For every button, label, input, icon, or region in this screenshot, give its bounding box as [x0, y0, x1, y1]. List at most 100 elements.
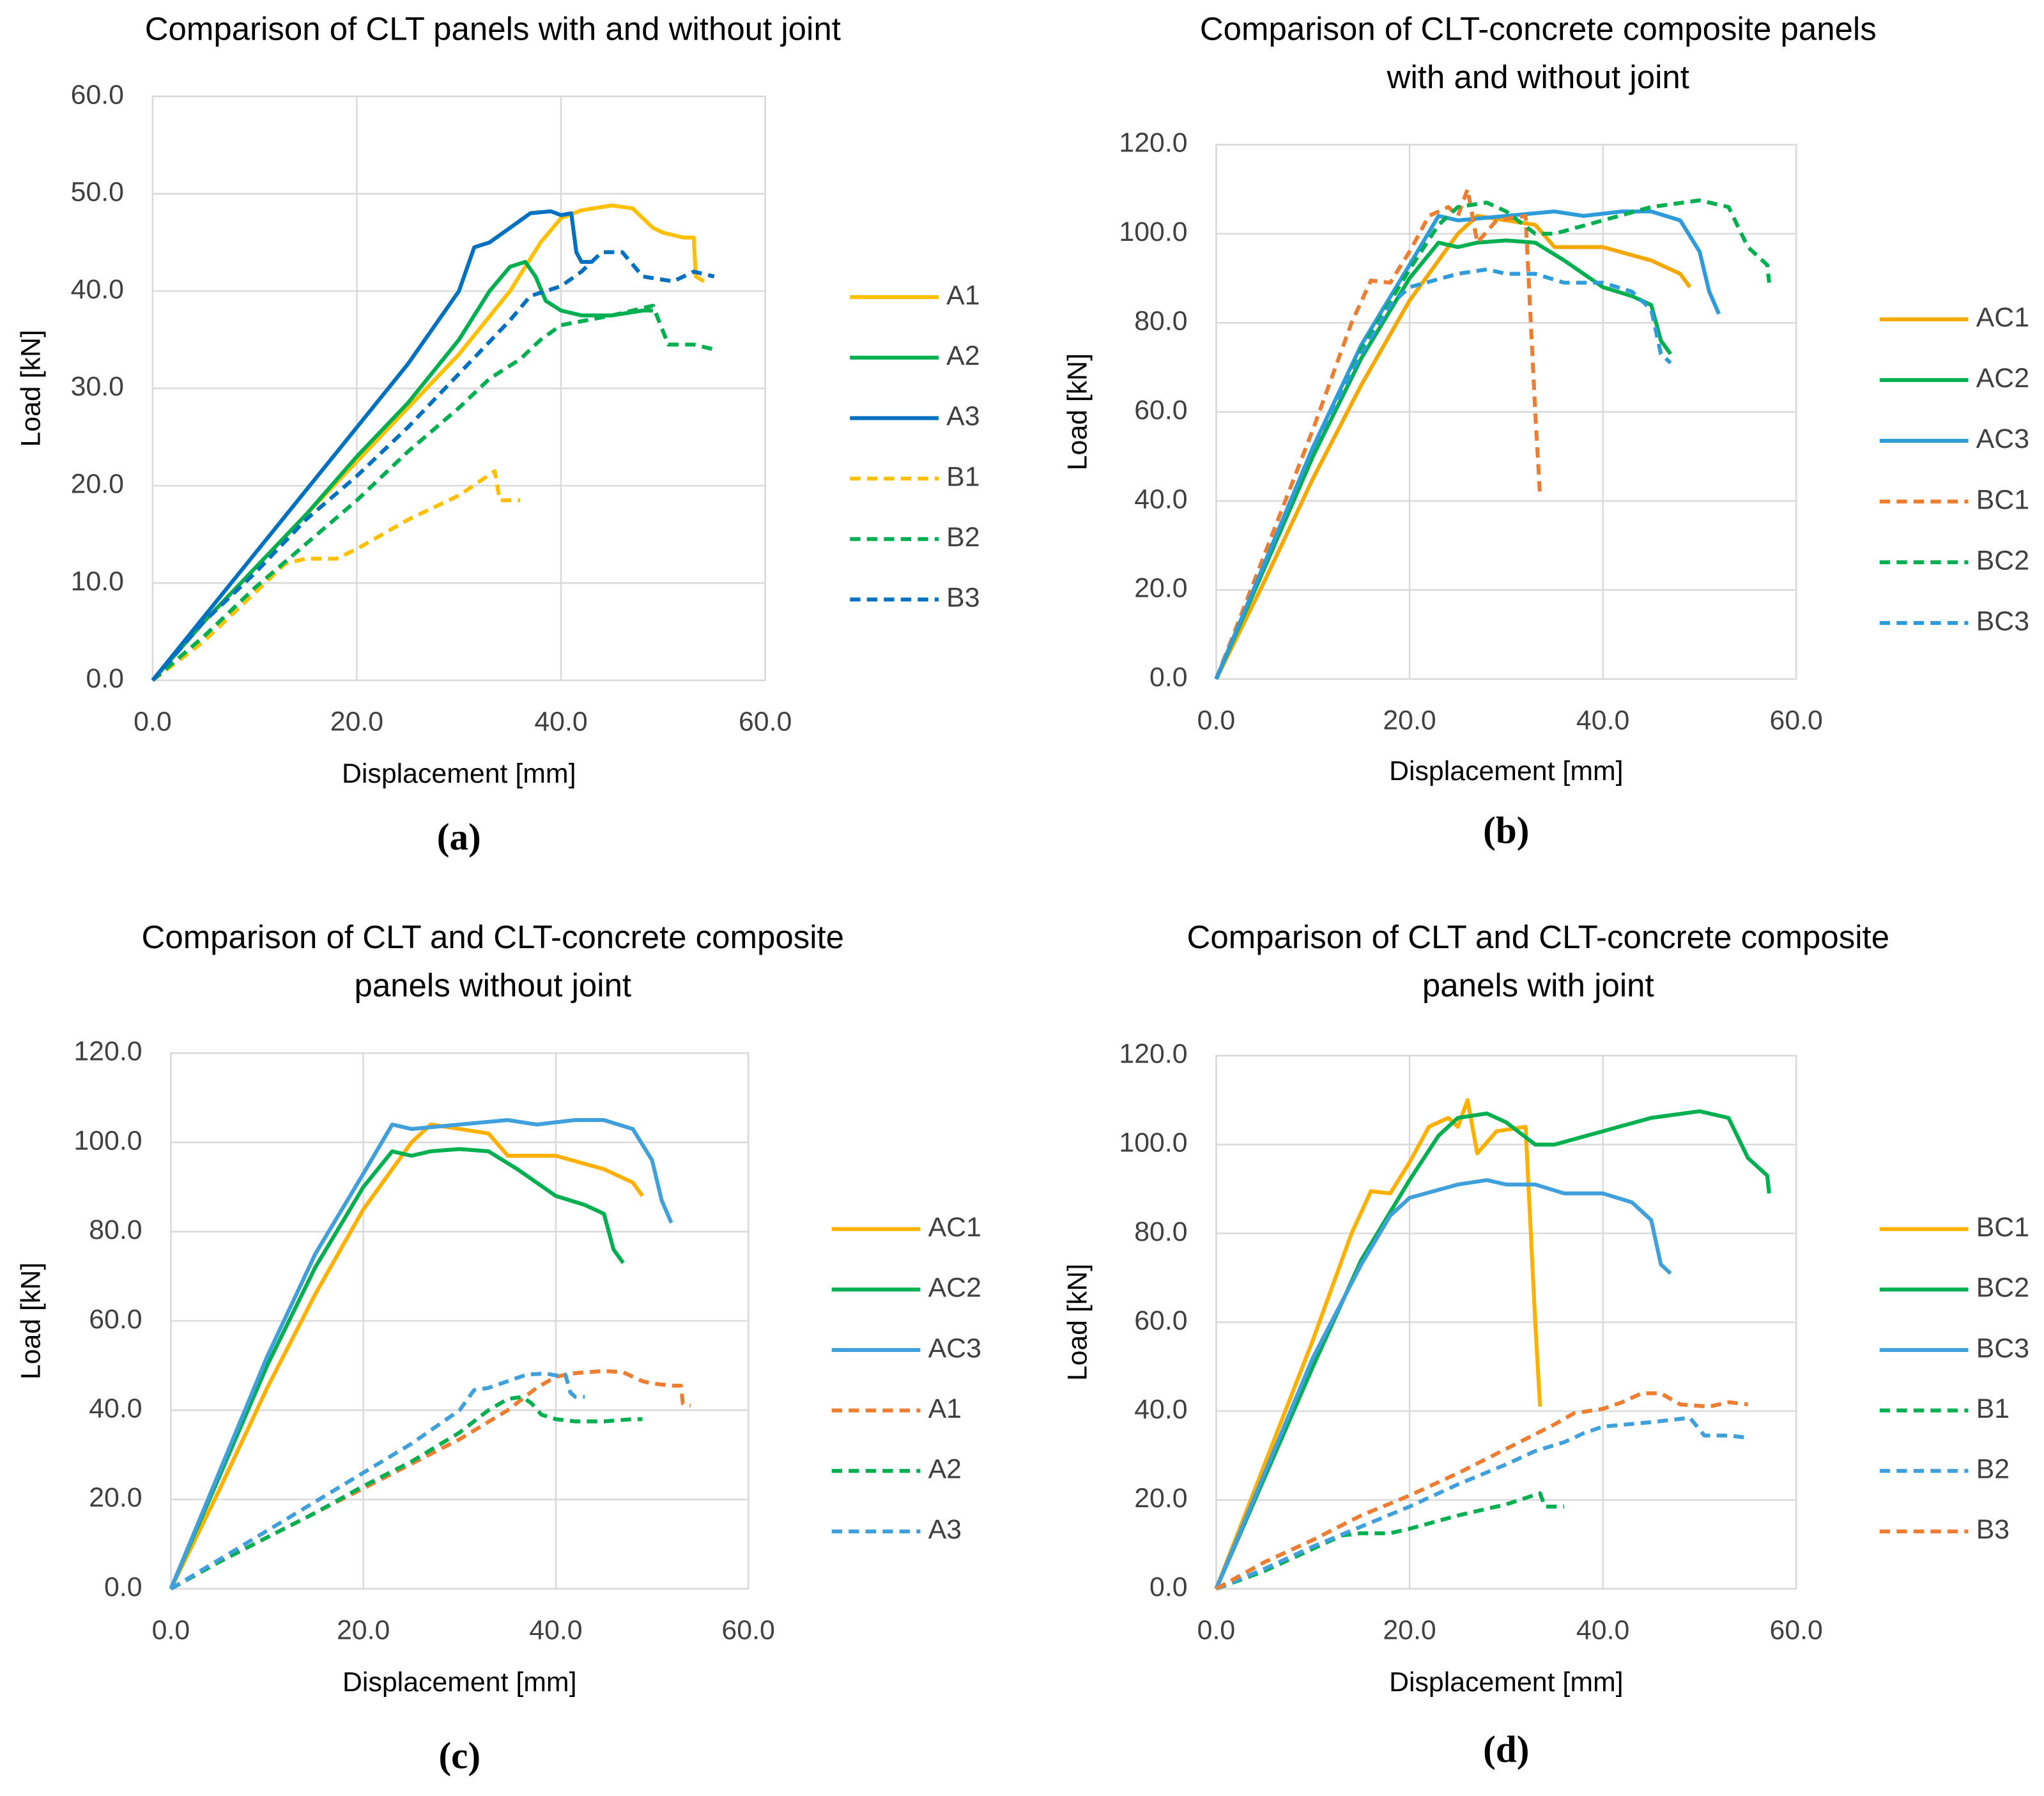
y-tick-label: 60.0	[1134, 1305, 1187, 1336]
chart-title: Comparison of CLT-concrete composite pan…	[1200, 10, 1877, 47]
x-tick-label: 40.0	[529, 1615, 582, 1645]
legend-label: BC2	[1976, 1273, 2029, 1303]
y-axis-title: Load [kN]	[1063, 353, 1093, 470]
y-tick-label: 0.0	[1149, 1572, 1188, 1602]
data-line	[151, 250, 715, 682]
data-line	[1215, 1415, 1748, 1591]
y-axis-title: Load [kN]	[16, 1263, 47, 1379]
data-line	[151, 259, 653, 682]
y-tick-label: 20.0	[1134, 1483, 1187, 1514]
data-line	[1214, 198, 1771, 680]
data-line	[151, 469, 521, 682]
legend-label: AC2	[928, 1273, 981, 1303]
x-tick-label: 40.0	[534, 706, 587, 737]
legend-label: B1	[946, 461, 980, 492]
y-tick-label: 30.0	[71, 371, 124, 402]
chart-title: Comparison of CLT panels with and withou…	[145, 10, 841, 47]
x-tick-label: 0.0	[152, 1615, 190, 1645]
y-tick-label: 100.0	[73, 1125, 142, 1156]
x-tick-label: 60.0	[1770, 1615, 1823, 1645]
x-tick-label: 0.0	[1197, 1615, 1236, 1645]
x-axis-title: Displacement [mm]	[342, 758, 576, 789]
caption: (a)	[437, 815, 481, 857]
x-tick-label: 20.0	[337, 1615, 390, 1645]
chart-title: panels with joint	[1422, 967, 1654, 1004]
y-tick-label: 60.0	[71, 79, 124, 110]
x-tick-label: 40.0	[1576, 705, 1629, 735]
data-line	[1215, 1491, 1565, 1591]
y-tick-label: 40.0	[89, 1393, 142, 1424]
y-tick-label: 40.0	[1134, 1394, 1187, 1425]
x-tick-label: 20.0	[1383, 1615, 1436, 1645]
y-tick-label: 40.0	[1134, 484, 1187, 514]
legend-label: A3	[946, 401, 980, 432]
data-line	[169, 1147, 625, 1590]
x-tick-label: 60.0	[1770, 705, 1823, 735]
y-tick-label: 20.0	[1134, 573, 1187, 604]
legend-label: B1	[1976, 1393, 2009, 1424]
legend-label: BC3	[1976, 1333, 2029, 1363]
x-tick-label: 0.0	[134, 706, 172, 737]
x-tick-label: 60.0	[721, 1615, 774, 1645]
legend-label: AC1	[928, 1212, 981, 1243]
x-axis-title: Displacement [mm]	[1389, 756, 1624, 787]
legend-label: AC1	[1976, 302, 2029, 333]
legend-label: A1	[946, 280, 980, 311]
data-line	[169, 1122, 644, 1590]
y-tick-label: 80.0	[1134, 1217, 1187, 1247]
caption: (b)	[1483, 809, 1529, 851]
y-tick-label: 120.0	[1119, 1039, 1187, 1070]
x-tick-label: 0.0	[1197, 705, 1236, 735]
legend-label: A2	[946, 341, 980, 371]
y-tick-label: 80.0	[1134, 306, 1187, 337]
caption: (c)	[438, 1734, 480, 1776]
legend-label: BC1	[1976, 1212, 2029, 1243]
x-tick-label: 20.0	[330, 706, 383, 737]
legend-label: BC2	[1976, 545, 2029, 576]
y-tick-label: 120.0	[1119, 128, 1187, 158]
y-tick-label: 80.0	[89, 1215, 142, 1245]
y-tick-label: 60.0	[89, 1304, 142, 1335]
legend-label: AC3	[1976, 424, 2029, 454]
data-line	[169, 1371, 585, 1591]
y-tick-label: 100.0	[1119, 1128, 1187, 1158]
y-tick-label: 60.0	[1134, 395, 1187, 426]
chart-title: Comparison of CLT and CLT-concrete compo…	[142, 919, 845, 955]
legend-label: B2	[946, 522, 980, 553]
y-axis-title: Load [kN]	[16, 330, 47, 447]
y-tick-label: 0.0	[1149, 662, 1188, 693]
chart-panel: Comparison of CLT-concrete composite pan…	[1063, 10, 2029, 851]
data-line	[1214, 187, 1542, 680]
y-tick-label: 20.0	[71, 469, 124, 500]
legend-label: AC3	[928, 1333, 981, 1363]
legend-label: B3	[946, 583, 980, 613]
x-tick-label: 40.0	[1576, 1615, 1629, 1645]
legend-label: A3	[928, 1514, 962, 1545]
y-tick-label: 10.0	[71, 566, 124, 597]
legend-label: AC2	[1976, 363, 2029, 394]
chart-panel: Comparison of CLT and CLT-concrete compo…	[1063, 919, 2029, 1770]
y-tick-label: 40.0	[71, 274, 124, 305]
legend-label: B3	[1976, 1514, 2009, 1545]
x-tick-label: 20.0	[1383, 705, 1436, 735]
y-axis-title: Load [kN]	[1063, 1264, 1093, 1381]
data-line	[1214, 209, 1721, 680]
chart-title: panels without joint	[354, 967, 631, 1004]
x-axis-title: Displacement [mm]	[342, 1667, 577, 1698]
y-tick-label: 0.0	[86, 663, 124, 694]
legend-label: B2	[1976, 1454, 2009, 1485]
caption: (d)	[1483, 1728, 1529, 1770]
chart-panel: Comparison of CLT panels with and withou…	[16, 10, 980, 857]
data-line	[151, 209, 592, 682]
y-tick-label: 100.0	[1119, 217, 1187, 247]
y-tick-label: 50.0	[71, 177, 124, 208]
legend-label: BC3	[1976, 606, 2029, 636]
y-tick-label: 0.0	[104, 1572, 142, 1602]
legend-label: BC1	[1976, 484, 2029, 515]
x-axis-title: Displacement [mm]	[1389, 1667, 1624, 1698]
data-line	[151, 303, 715, 682]
y-tick-label: 120.0	[73, 1036, 142, 1067]
data-line	[1214, 213, 1692, 680]
y-tick-label: 20.0	[89, 1482, 142, 1513]
